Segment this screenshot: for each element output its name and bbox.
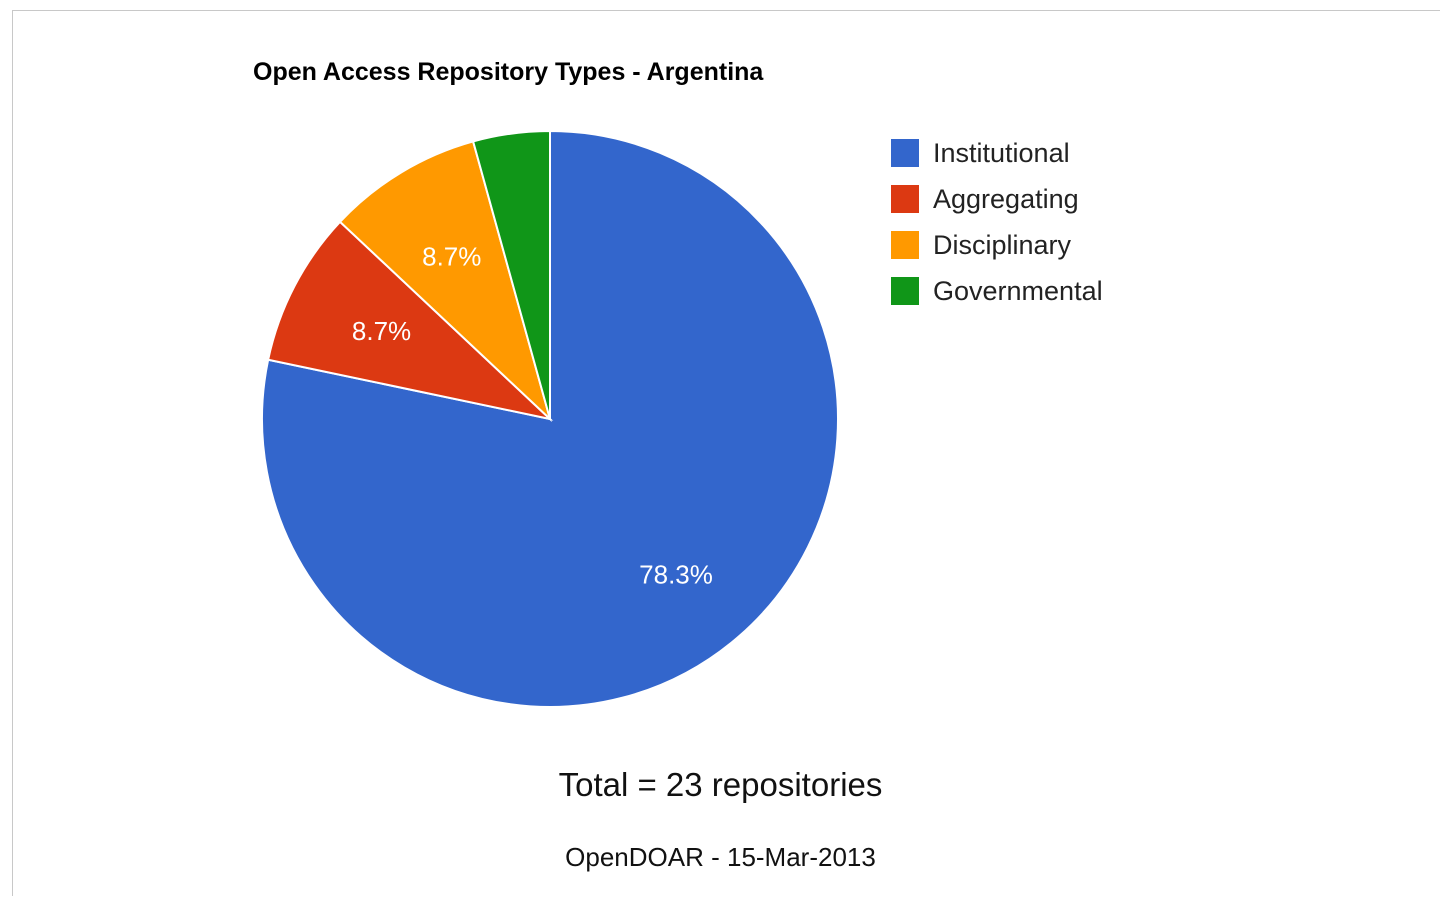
legend-item-aggregating[interactable]: Aggregating xyxy=(891,176,1103,222)
slice-label-disciplinary: 8.7% xyxy=(422,241,481,271)
chart-title: Open Access Repository Types - Argentina xyxy=(253,58,764,86)
source-caption: OpenDOAR - 15-Mar-2013 xyxy=(565,842,876,872)
legend-label: Governmental xyxy=(933,275,1103,306)
legend-swatch xyxy=(891,185,919,213)
legend: Institutional Aggregating Disciplinary G… xyxy=(891,130,1103,314)
legend-swatch xyxy=(891,139,919,167)
slice-label-institutional: 78.3% xyxy=(639,559,713,589)
legend-item-institutional[interactable]: Institutional xyxy=(891,130,1103,176)
chart-frame xyxy=(12,10,1440,896)
slice-label-aggregating: 8.7% xyxy=(352,316,411,346)
legend-item-governmental[interactable]: Governmental xyxy=(891,268,1103,314)
legend-label: Institutional xyxy=(933,137,1070,168)
legend-item-disciplinary[interactable]: Disciplinary xyxy=(891,222,1103,268)
pie-slice-aggregating[interactable] xyxy=(266,220,554,421)
pie-slice-disciplinary[interactable] xyxy=(338,140,552,423)
legend-swatch xyxy=(891,231,919,259)
legend-label: Disciplinary xyxy=(933,229,1072,260)
total-caption: Total = 23 repositories xyxy=(558,766,883,803)
legend-swatch xyxy=(891,277,919,305)
legend-label: Aggregating xyxy=(933,183,1079,214)
pie-slice-governmental[interactable] xyxy=(471,129,551,420)
